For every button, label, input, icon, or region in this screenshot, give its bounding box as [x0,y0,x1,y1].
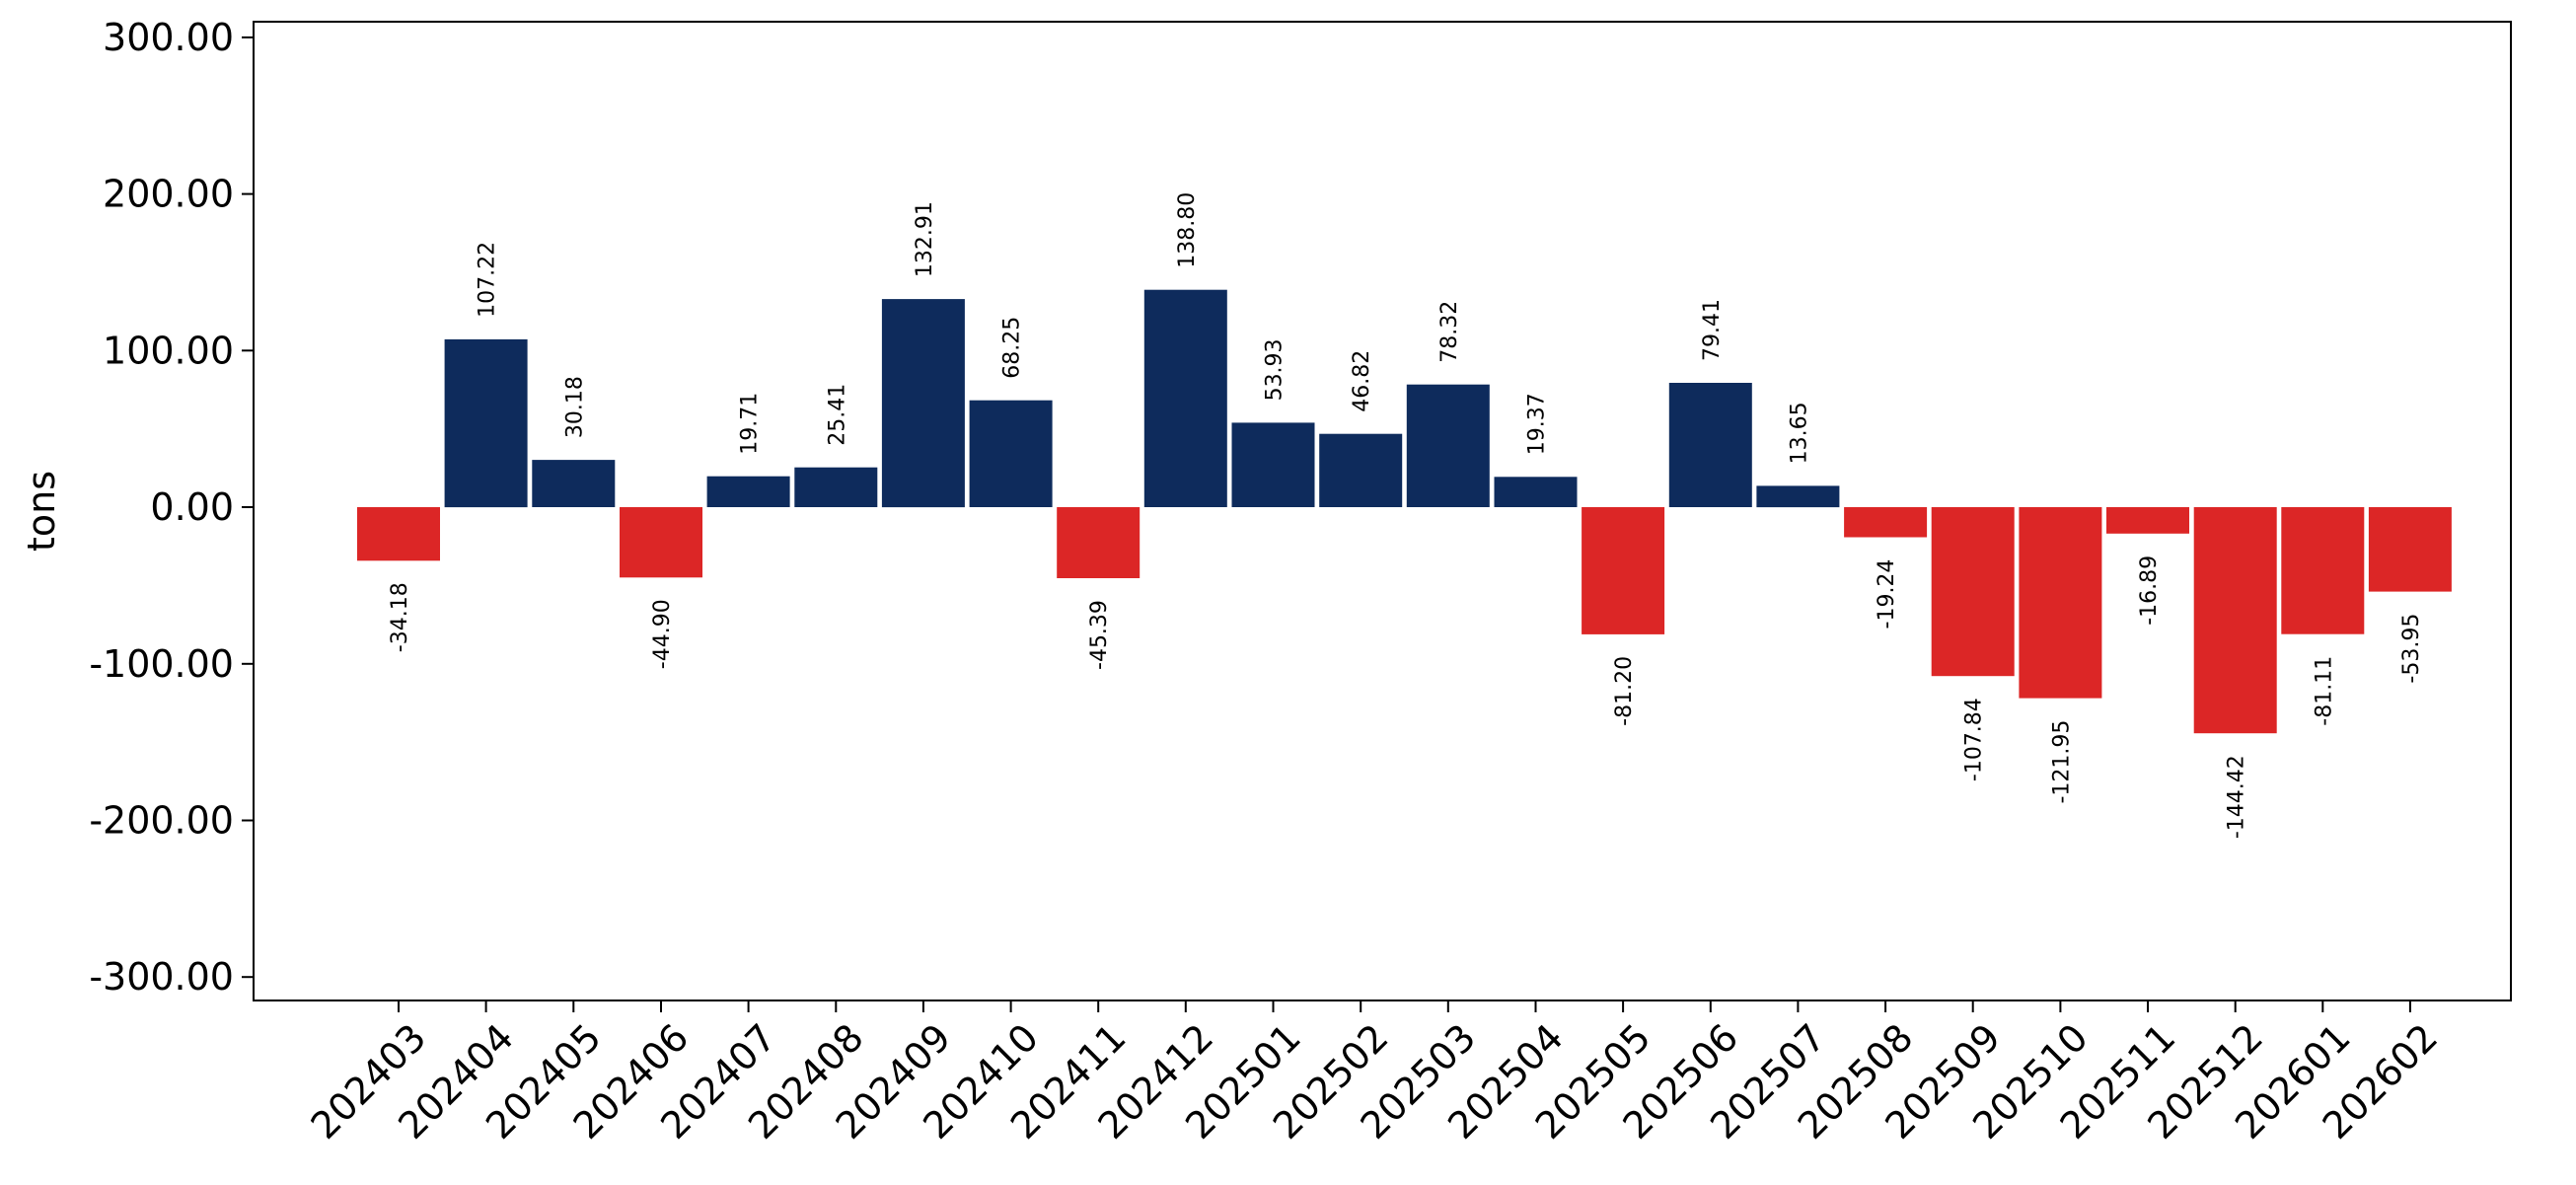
bar-value-label: -34.18 [388,582,412,652]
bar-value-label: 19.71 [738,393,763,455]
bar-202409 [881,299,965,508]
y-tick-label: -300.00 [89,955,234,999]
bar-labels-group: -34.18 107.22 30.18 -44.90 19.71 25.41 132.91 6… [388,192,2424,839]
y-tick-label: 200.00 [103,173,234,216]
y-tick-label: 300.00 [103,16,234,59]
y-tick-label: -200.00 [89,799,234,843]
bar-202505 [1582,507,1665,634]
bar-202404 [444,338,528,508]
bar-202408 [794,467,878,507]
bar-value-label: -19.24 [1875,559,1899,630]
bar-202405 [532,460,616,507]
bar-202508 [1844,507,1928,538]
bar-value-label: -121.95 [2049,720,2074,804]
bar-value-label: 13.65 [1787,402,1811,464]
bar-202504 [1494,477,1578,507]
bar-202412 [1143,289,1227,507]
y-tick-label: 100.00 [103,329,234,372]
bar-202512 [2193,507,2277,734]
bar-value-label: -81.20 [1612,656,1637,726]
bar-202411 [1057,507,1141,578]
bar-value-label: 107.22 [476,242,500,318]
bar-value-label: 53.93 [1263,338,1288,401]
bar-202503 [1406,384,1490,507]
bar-value-label: -144.42 [2225,755,2249,839]
bar-202601 [2281,507,2365,634]
bar-value-label: -16.89 [2137,555,2162,626]
bar-value-label: 68.25 [1000,317,1025,379]
bar-202510 [2019,507,2102,699]
bar-202506 [1668,383,1752,507]
bar-value-label: -45.39 [1087,600,1112,670]
bar-value-label: 30.18 [562,376,587,438]
bar-202407 [706,476,790,507]
bar-202511 [2106,507,2189,534]
y-axis: -300.00 -200.00 -100.00 0.00 100.00 200.00 300… [89,16,254,999]
bar-value-label: -44.90 [650,599,675,669]
bar-value-label: 25.41 [825,384,849,446]
y-axis-title: tons [20,471,63,552]
bar-202501 [1231,422,1315,507]
bar-value-label: 78.32 [1437,301,1462,363]
bar-202602 [2368,507,2452,592]
bar-202507 [1756,485,1840,508]
bar-value-label: 132.91 [913,201,937,277]
y-tick-label: -100.00 [89,642,234,686]
bars-group [357,289,2452,734]
bar-value-label: -53.95 [2399,614,2424,684]
bar-202406 [620,507,702,578]
bar-value-label: 19.37 [1524,393,1549,455]
bar-202410 [969,400,1053,507]
bar-value-label: -107.84 [1962,698,1987,781]
bar-value-label: 79.41 [1700,299,1725,361]
y-tick-label: 0.00 [150,485,234,529]
plot-frame [253,21,2512,1001]
bar-202403 [357,507,440,561]
bar-value-label: -81.11 [2312,656,2336,726]
bar-202509 [1931,507,2015,677]
bar-value-label: 138.80 [1175,192,1200,268]
bar-value-label: 46.82 [1350,350,1374,412]
bar-202502 [1319,433,1403,507]
